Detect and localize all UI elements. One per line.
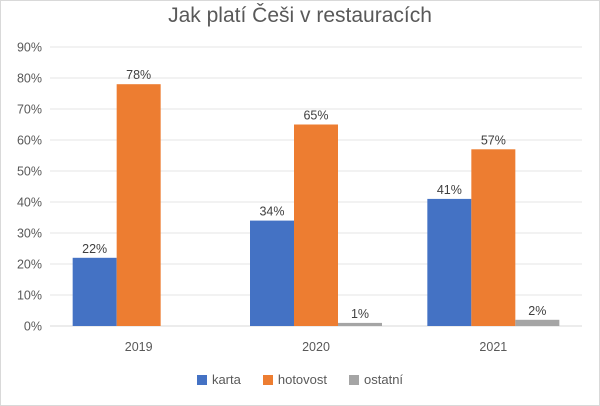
y-tick-label: 30% — [17, 227, 42, 241]
legend-swatch-hotovost — [262, 374, 273, 385]
x-tick-label: 2020 — [302, 340, 330, 354]
legend-swatch-karta — [196, 374, 207, 385]
legend-label-ostatni: ostatní — [364, 372, 404, 387]
data-label: 78% — [126, 68, 151, 82]
bar-karta-2021 — [427, 198, 472, 326]
data-label: 22% — [82, 242, 107, 256]
chart-title: Jak platí Češi v restauracích — [168, 4, 432, 27]
legend-item-hotovost: hotovost — [262, 372, 328, 387]
legend-item-ostatni: ostatní — [349, 372, 403, 387]
bar-hotovost-2019 — [116, 84, 161, 326]
bar-karta-2019 — [72, 257, 117, 326]
bar-ostatn-2020 — [338, 322, 382, 326]
bar-hotovost-2020 — [294, 124, 338, 326]
y-tick-label: 10% — [17, 289, 42, 303]
bar-hotovost-2021 — [471, 149, 516, 326]
legend-item-karta: karta — [196, 372, 241, 387]
bar-ostatn-2021 — [515, 319, 560, 326]
y-tick-label: 90% — [17, 41, 42, 55]
legend-label-hotovost: hotovost — [277, 372, 328, 387]
y-tick-label: 60% — [17, 134, 42, 148]
data-label: 1% — [351, 307, 369, 321]
data-label: 34% — [259, 205, 284, 219]
legend: karta hotovost ostatní — [0, 372, 600, 387]
y-tick-label: 80% — [17, 72, 42, 86]
y-tick-label: 40% — [17, 196, 42, 210]
y-tick-label: 50% — [17, 165, 42, 179]
y-tick-label: 0% — [24, 320, 42, 334]
y-tick-label: 70% — [17, 103, 42, 117]
data-label: 57% — [481, 133, 506, 147]
bar-karta-2020 — [250, 220, 294, 326]
x-tick-label: 2021 — [479, 340, 507, 354]
data-label: 2% — [528, 304, 546, 318]
data-label: 41% — [437, 183, 462, 197]
x-tick-label: 2019 — [125, 340, 153, 354]
legend-swatch-ostatni — [349, 374, 360, 385]
data-label: 65% — [303, 109, 328, 123]
legend-label-karta: karta — [211, 372, 241, 387]
y-tick-label: 20% — [17, 258, 42, 272]
